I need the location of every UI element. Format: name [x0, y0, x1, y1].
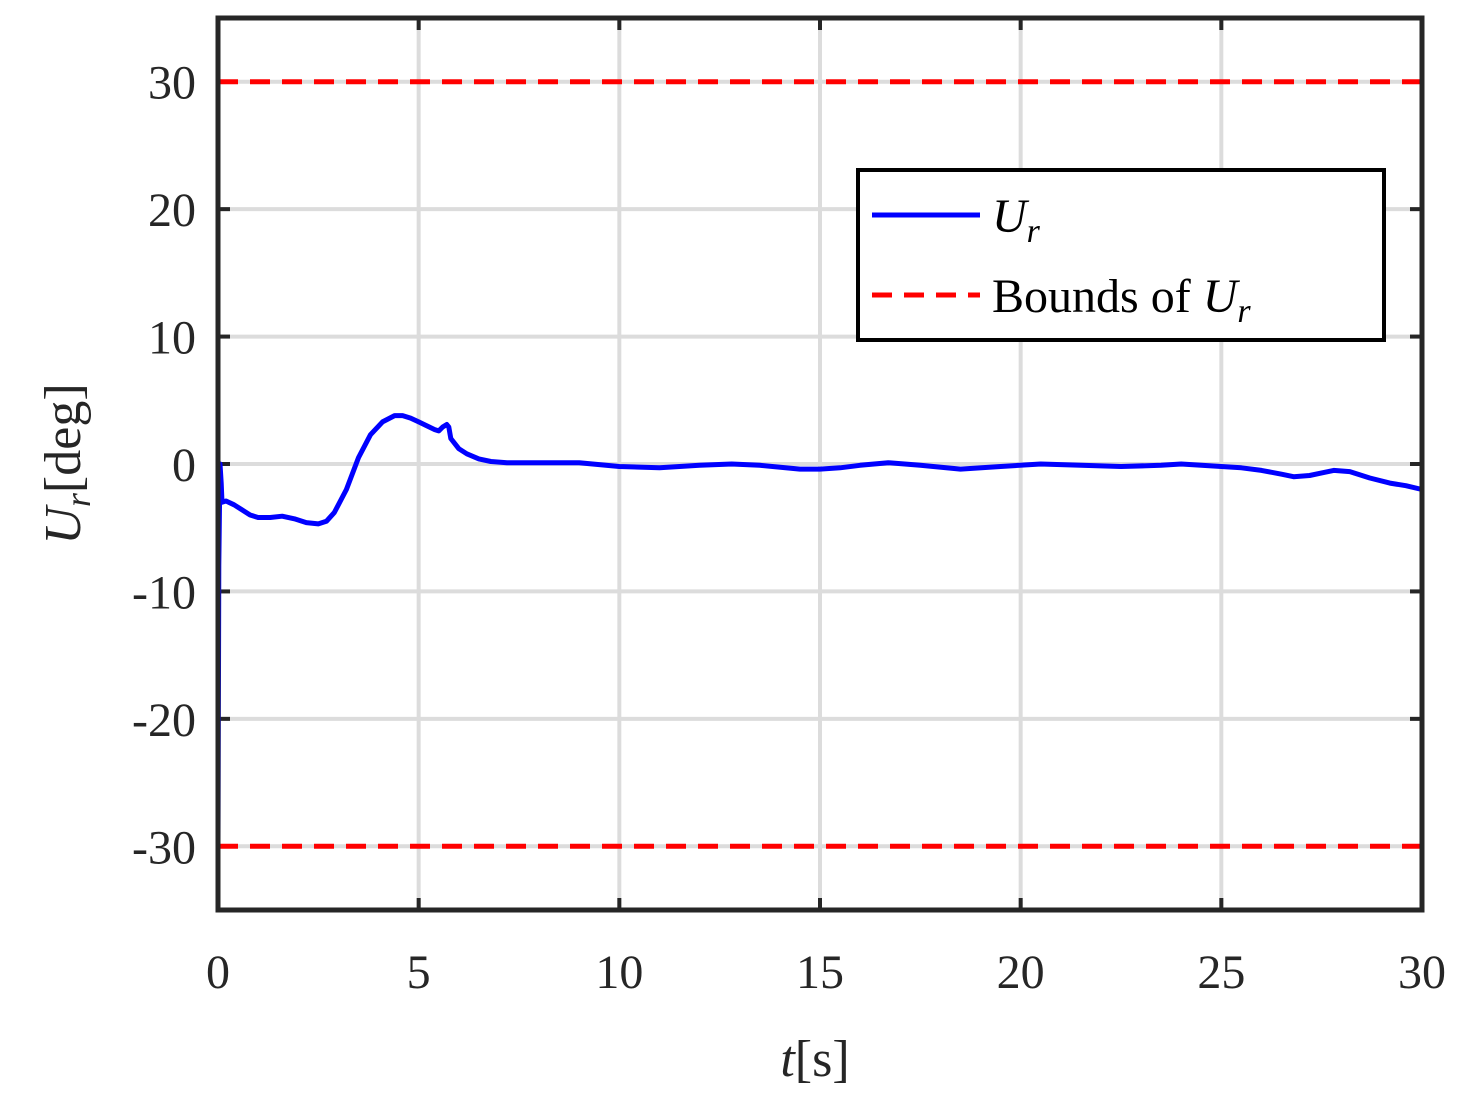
legend-ur-sub: r: [1027, 213, 1041, 250]
legend-bounds-sub: r: [1237, 293, 1251, 330]
legend-bounds-var: U: [1203, 270, 1241, 323]
legend-entry-ur: Ur: [992, 190, 1041, 250]
x-axis-var: t: [780, 1031, 796, 1088]
y-tick-label: -20: [132, 694, 196, 747]
legend: Ur Bounds of Ur: [856, 168, 1386, 342]
plot-frame: [215, 15, 1425, 913]
legend-box: [856, 168, 1386, 342]
x-axis-unit: [s]: [795, 1031, 850, 1088]
y-tick-label: 30: [148, 57, 196, 110]
y-axis-var: U: [35, 504, 92, 545]
y-axis-sub: r: [58, 492, 98, 507]
x-tick-label: 25: [1197, 946, 1245, 999]
y-tick-label: -10: [132, 566, 196, 619]
x-tick-label: 30: [1398, 946, 1446, 999]
x-tick-label: 10: [595, 946, 643, 999]
x-tick-labels: 0 5 10 15 20 25 30: [206, 946, 1446, 999]
y-tick-label: -30: [132, 821, 196, 874]
y-tick-label: 10: [148, 312, 196, 365]
y-axis-label: Ur[deg]: [35, 383, 98, 544]
y-tick-label: 0: [172, 439, 196, 492]
series-ur-line: [215, 413, 1423, 847]
legend-bounds-prefix: Bounds of: [992, 270, 1203, 323]
y-axis-unit: [deg]: [35, 383, 92, 493]
x-tick-label: 15: [796, 946, 844, 999]
x-tick-label: 20: [997, 946, 1045, 999]
legend-ur-var: U: [992, 190, 1030, 243]
series-layer: [215, 79, 1423, 849]
y-tick-label: 20: [148, 184, 196, 237]
x-tick-label: 5: [407, 946, 431, 999]
y-tick-labels: 30 20 10 0 -10 -20 -30: [132, 57, 196, 875]
legend-entry-bounds: Bounds of Ur: [992, 270, 1251, 330]
x-axis-label: t[s]: [780, 1031, 849, 1088]
x-tick-label: 0: [206, 946, 230, 999]
